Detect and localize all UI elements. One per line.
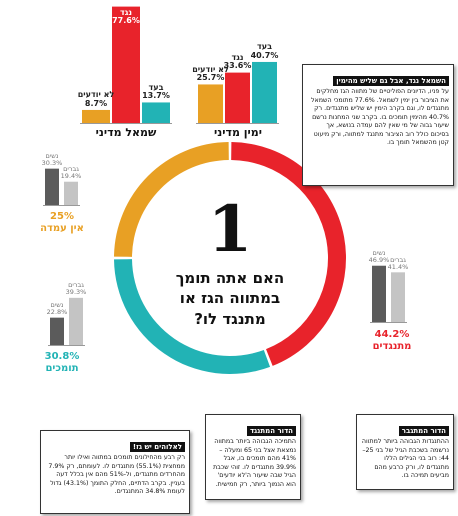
bar-label: בעד 13.7% <box>136 82 176 101</box>
bar-category: נגד <box>231 52 244 62</box>
bar-value: 8.7% <box>84 98 108 108</box>
bar-category: נשים <box>50 301 64 310</box>
bar-category: בעד <box>257 42 272 52</box>
bar <box>198 84 223 123</box>
text-box-title: השמאל נגד, אבל גם שליש מהימין <box>333 76 449 86</box>
text-box-body: על פניו, הדיונים הפוליטיים של מתווה הגז … <box>310 88 449 146</box>
bar-category: לא יודעים <box>192 64 229 74</box>
bar-category: נשים <box>45 152 59 161</box>
bar-label: גברים 41.4% <box>384 255 413 271</box>
bar-label: נשים 30.3% <box>38 153 67 167</box>
segment-value: 25% <box>50 211 74 222</box>
bar-chart-title: ימין מדיני <box>214 126 262 139</box>
bar <box>69 297 83 345</box>
bar-value: 25.7% <box>196 73 225 83</box>
text-box-title: הדור המתגבר <box>398 426 449 436</box>
bar-value: 77.6% <box>112 15 140 25</box>
bar-label: נשים 22.8% <box>43 302 72 316</box>
bar-value: 13.7% <box>142 91 170 101</box>
segment-label: אין עמדה <box>40 223 84 234</box>
bar-label: גברים 39.3% <box>62 282 91 296</box>
segment-value: 44.2% <box>374 329 410 340</box>
bar-chart-title: שמאל מדיני <box>95 126 157 139</box>
text-box: הדור המתגבר ההתנגדות הגבוהה ביותר למתווה … <box>356 414 454 490</box>
center-question: האם אתה תומך במתווה הגז או מתנגד לו? <box>175 269 285 328</box>
center-number: 1 <box>207 192 253 267</box>
bar-label: גברים 19.4% <box>57 166 86 180</box>
bar <box>112 6 140 124</box>
bar <box>372 265 386 322</box>
bar-label: לא יודעים 25.7% <box>192 64 229 83</box>
bar-value: 41.4% <box>387 262 409 271</box>
segment-label: מתנגדים <box>372 341 412 352</box>
text-box-body: רק רבע מהחילונים תומכים במתווה ואילו יות… <box>48 454 185 495</box>
segment-label: תומכים <box>45 363 79 374</box>
bar-category: בעד <box>148 82 164 92</box>
bar-label: נגד 33.6% <box>219 52 256 71</box>
bar-category: לא יודעים <box>77 90 115 100</box>
bar <box>252 61 277 123</box>
bar-category: נגד <box>120 7 132 17</box>
bar <box>142 102 170 123</box>
bar <box>82 109 110 123</box>
bar-label: לא יודעים 8.7% <box>76 90 116 108</box>
bar-category: נשים <box>372 249 386 258</box>
bar-label: נגד 77.6% <box>106 7 146 26</box>
text-box: השמאל נגד, אבל גם שליש מהימין על פניו, הד… <box>302 64 454 186</box>
bar <box>64 181 78 205</box>
text-box-body: ההתנגדות הגבוהה ביותר למתווה נרשמה בשכבת… <box>361 438 449 479</box>
bar-value: 30.3% <box>41 158 63 167</box>
donut-segment <box>114 142 229 257</box>
donut-segment <box>231 142 346 366</box>
bar <box>45 168 59 205</box>
bar-label: נשים 46.9% <box>365 250 394 264</box>
bar-value: 19.4% <box>60 171 82 180</box>
donut-segment <box>114 259 271 374</box>
bar <box>50 317 64 345</box>
bar-category: גברים <box>390 255 406 264</box>
bar-value: 40.7% <box>250 50 279 60</box>
text-box: הדור המתנגד התמיכה הגבוהה ביותר במתווה נמ… <box>205 414 301 500</box>
bar-label: בעד 40.7% <box>246 42 283 60</box>
text-box-title: הדור המתנגד <box>246 426 296 436</box>
text-box-body: התמיכה הגבוהה ביותר במתווה נמצאת אצל בני… <box>213 438 296 488</box>
text-box-title: לאלוהים יש גז! <box>129 442 185 452</box>
bar <box>225 72 250 123</box>
text-box: לאלוהים יש גז! רק רבע מהחילונים תומכים במ… <box>40 430 190 514</box>
bar-value: 22.8% <box>46 307 68 316</box>
segment-value: 30.8% <box>44 351 80 362</box>
bar-category: גברים <box>63 165 79 174</box>
bar-value: 33.6% <box>223 61 252 71</box>
bar-value: 46.9% <box>368 255 390 264</box>
bar-value: 39.3% <box>65 288 87 297</box>
bar <box>391 272 405 322</box>
bar-category: גברים <box>68 281 84 290</box>
